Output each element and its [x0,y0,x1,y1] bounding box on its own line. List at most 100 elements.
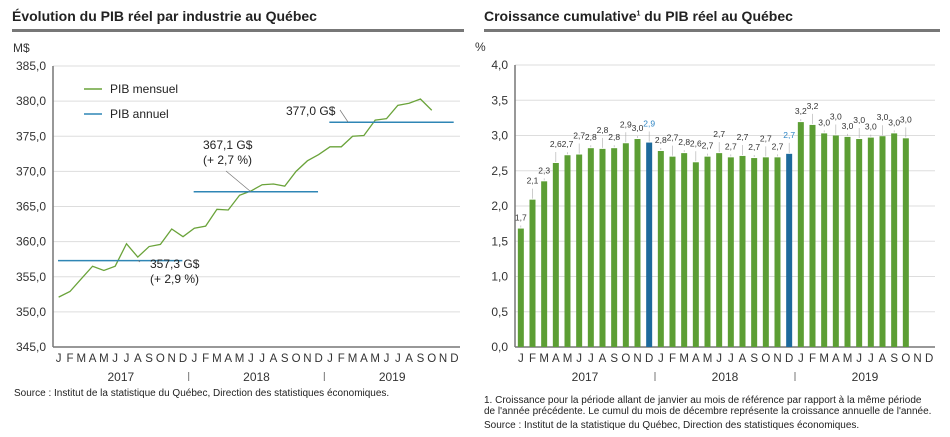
left-x-tick-label: M [348,353,358,365]
left-title-rule [12,29,464,32]
bar [774,157,781,347]
bar [739,155,746,347]
left-x-tick-label: J [124,353,130,365]
right-x-tick-label: O [761,353,770,365]
annotation-label: 357,3 G$ [150,257,200,271]
data-label: 2,7 [772,141,784,151]
data-label: 3,0 [900,114,912,124]
left-x-tick-label: M [235,353,245,365]
left-chart-title: Évolution du PIB réel par industrie au Q… [12,8,317,24]
left-x-tick-label: J [384,353,390,365]
bar [751,158,758,347]
left-x-tick-label: F [202,353,209,365]
right-x-tick-label: M [703,353,713,365]
bar [809,124,816,347]
data-label: 2,7 [667,133,679,143]
right-year-label: 2018 [712,370,739,384]
annotation-label: (+ 2,9 %) [150,272,199,286]
left-x-tick-label: A [224,353,232,365]
left-x-tick-label: J [112,353,118,365]
left-x-tick-label: O [292,353,301,365]
right-x-tick-label: O [621,353,630,365]
left-x-tick-label: A [360,353,368,365]
right-x-tick-label: S [750,353,758,365]
right-x-tick-label: A [599,353,607,365]
bar [821,133,828,347]
right-x-tick-label: F [529,353,536,365]
right-x-tick-label: A [832,353,840,365]
data-label: 3,0 [865,122,877,132]
bar [902,138,909,347]
right-year-label: 2019 [852,370,879,384]
data-label: 2,7 [737,132,749,142]
right-x-tick-label: D [785,353,793,365]
data-label: 3,0 [888,117,900,127]
right-y-tick-label: 1,5 [491,234,508,248]
bar [716,153,723,347]
monthly-gdp-line [58,98,433,298]
bar [611,148,618,347]
december-bar [646,142,653,347]
data-label: 2,8 [608,132,620,142]
data-label: 3,2 [795,106,807,116]
right-x-tick-label: A [552,353,560,365]
data-label: 3,0 [877,112,889,122]
right-x-tick-label: N [773,353,781,365]
left-x-tick-label: J [56,353,62,365]
bar [844,136,851,347]
bar [879,136,886,347]
bar [552,162,559,347]
left-y-tick-label: 375,0 [16,129,46,143]
right-y-tick-label: 0,0 [491,340,508,354]
data-label: 2,1 [527,176,539,186]
right-y-tick-label: 0,5 [491,305,508,319]
right-y-axis-unit: % [475,40,486,54]
right-x-tick-label: J [728,353,734,365]
data-label: 2,7 [573,131,585,141]
data-label: 3,0 [853,115,865,125]
right-x-tick-label: M [819,353,829,365]
right-x-tick-label: D [645,353,653,365]
left-x-tick-label: J [395,353,401,365]
data-label: 2,7 [562,139,574,149]
right-x-tick-label: J [588,353,594,365]
data-label: 2,9 [620,119,632,129]
data-label: 2,7 [748,142,760,152]
left-x-tick-label: F [338,353,345,365]
left-year-label: 2019 [379,370,406,384]
right-x-tick-label: J [856,353,862,365]
legend-monthly-label: PIB mensuel [110,82,178,96]
right-x-tick-label: M [843,353,853,365]
right-x-tick-label: J [716,353,722,365]
right-y-tick-label: 2,0 [491,199,508,213]
left-x-tick-label: O [427,353,436,365]
right-x-tick-label: D [925,353,933,365]
right-x-tick-label: S [890,353,898,365]
left-x-tick-label: A [134,353,142,365]
left-x-tick-label: M [212,353,222,365]
bar [762,157,769,347]
left-y-tick-label: 370,0 [16,164,46,178]
bar [564,155,571,347]
right-y-tick-label: 4,0 [491,58,508,72]
data-label: 2,3 [538,165,550,175]
bar [856,139,863,347]
data-label: 2,6 [550,139,562,149]
right-x-tick-label: O [901,353,910,365]
bar [541,181,548,347]
right-x-tick-label: J [518,353,524,365]
left-x-tick-label: N [303,353,311,365]
data-label: 2,6 [690,138,702,148]
right-title-main: Croissance cumulative [484,8,637,24]
bar [727,157,734,347]
left-y-axis-unit: M$ [13,41,30,55]
data-label: 2,7 [760,133,772,143]
right-source: Source : Institut de la statistique du Q… [484,420,860,431]
left-x-tick-label: D [450,353,458,365]
right-x-tick-label: J [868,353,874,365]
bar [529,199,536,347]
left-x-tick-label: N [168,353,176,365]
left-x-tick-label: A [89,353,97,365]
